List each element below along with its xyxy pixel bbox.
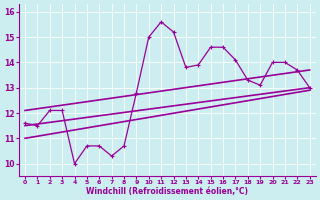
X-axis label: Windchill (Refroidissement éolien,°C): Windchill (Refroidissement éolien,°C)	[86, 187, 248, 196]
